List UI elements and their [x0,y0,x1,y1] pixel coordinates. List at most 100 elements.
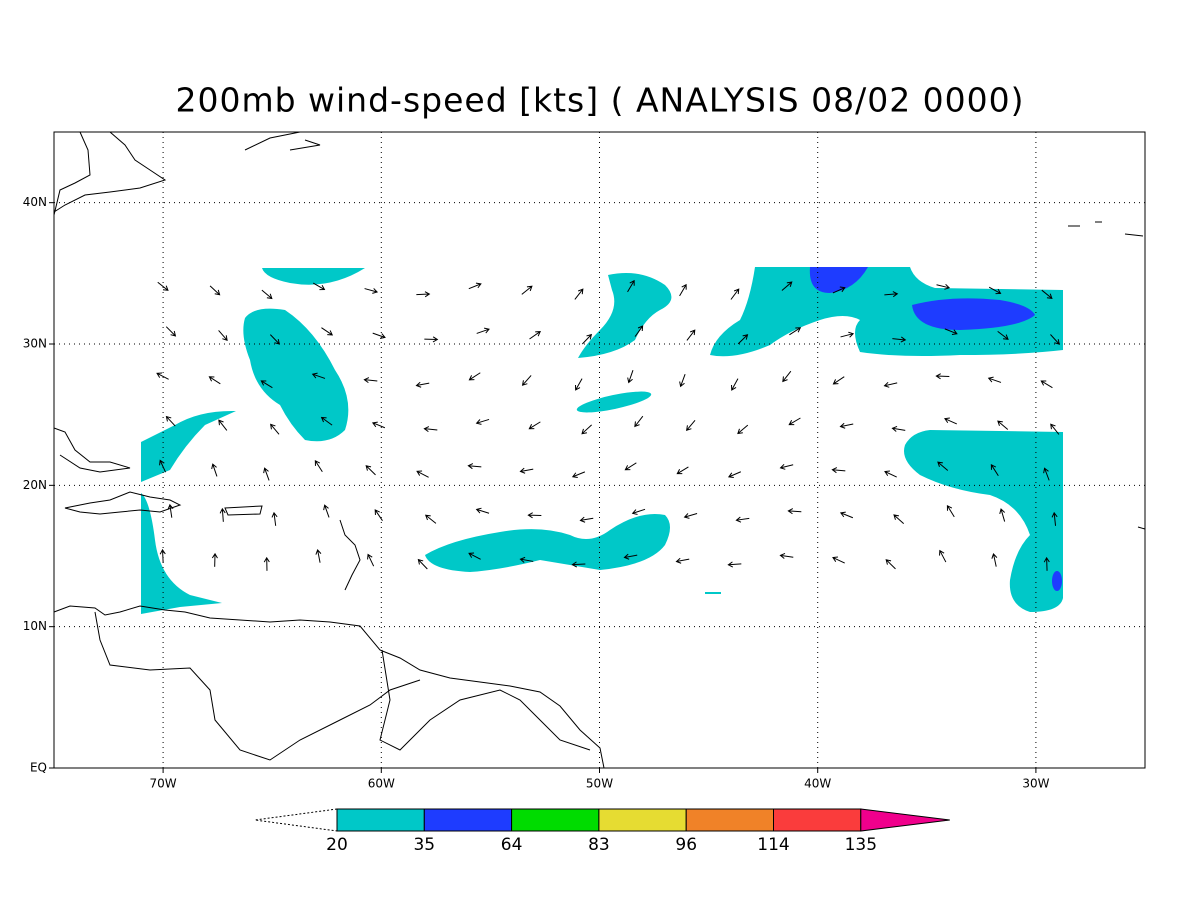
wind-arrow [529,331,541,340]
wind-arrow [519,556,534,563]
colorbar-label: 64 [501,835,523,855]
shaded-area [141,493,222,614]
lon-tick-label: 40W [804,777,831,791]
shaded-area [710,267,1063,357]
wind-arrow [787,508,802,515]
shaded-area [809,267,868,293]
wind-arrow [211,463,218,477]
wind-arrow [218,330,228,341]
wind-arrow [789,327,802,336]
shaded-area [912,298,1035,330]
wind-arrow [937,461,949,471]
wind-arrow [575,378,583,391]
wind-arrow [475,507,490,514]
wind-arrow [364,288,379,294]
colorbar-label: 83 [588,835,610,855]
wind-arrow [893,514,905,525]
wind-arrow [832,376,845,385]
graticule: 70W 60W 50W 40W 30W EQ 10N 20N 30N 40N [23,132,1145,791]
coastline [244,131,321,151]
wind-arrow [997,420,1009,430]
wind-arrow [631,508,646,515]
wind-arrow [371,421,386,429]
wind-arrow [581,333,593,345]
coastline [1068,221,1146,530]
colorbar-segment [511,808,600,832]
wind-arrow [892,336,907,343]
wind-arrow [374,509,383,521]
wind-arrow [624,462,637,471]
coastline [379,649,591,751]
wind-arrow [946,504,955,518]
coastline [64,491,182,515]
wind-arrow [417,558,428,570]
coastlines [53,131,1146,769]
wind-arrow [271,511,278,526]
coastline [53,605,605,769]
wind-arrow [884,470,897,478]
wind-arrow [623,553,638,560]
coastline [94,611,421,761]
wind-arrow [987,376,1002,383]
wind-arrow [727,561,742,568]
wind-arrow [263,556,270,571]
wind-arrow [1050,423,1060,435]
colorbar-segment [423,808,513,832]
wind-arrow [679,283,687,297]
wind-arrow [467,463,482,470]
wind-arrow [839,422,854,429]
shaded-area [1052,571,1062,591]
wind-arrow [209,285,221,296]
colorbar-segment [773,808,862,832]
wind-arrow [627,370,634,384]
colorbar-segment [685,808,775,832]
colorbar-label: 96 [675,835,697,855]
wind-arrow [686,329,696,341]
wind-arrow [159,548,166,563]
wind-arrow [939,549,947,563]
wind-arrow [944,328,958,336]
wind-arrow [1041,289,1053,300]
wind-arrow [999,508,1006,522]
wind-arrow [730,288,740,300]
shaded-area [578,272,672,358]
wind-arrow [581,424,592,435]
wind-arrow [219,507,226,522]
coastline [339,519,361,591]
wind-arrow [521,285,533,295]
shaded-area [576,391,652,413]
wind-arrow [1043,467,1050,481]
wind-arrow [935,373,950,380]
wind-arrow [157,281,169,291]
wind-arrow [260,380,273,389]
shaded-area [141,410,236,482]
shaded-area [425,514,670,572]
wind-arrow [521,375,532,386]
coastline [53,427,131,473]
map-frame [53,131,1146,769]
colorbar-label: 20 [326,835,348,855]
wind-arrow [839,511,854,519]
lon-tick-label: 50W [586,777,613,791]
lat-tick-label: EQ [30,761,47,775]
wind-arrow [683,513,698,519]
wind-arrow [675,557,690,564]
wind-arrow [165,326,177,337]
wind-arrow [528,421,541,430]
wind-arrow [679,374,686,388]
wind-arrow [269,334,281,345]
colorbar: 20 35 64 83 96 114 135 [254,808,950,855]
wind-arrow [840,331,855,338]
wind-arrow [832,286,846,294]
wind-arrow [1043,556,1050,571]
wind-arrow [315,548,322,563]
wind-arrow [884,291,899,298]
wind-arrow [782,370,792,383]
wind-arrow [997,330,1009,340]
wind-arrow [936,283,951,290]
wind-shading [141,267,1063,614]
wind-arrow [415,381,430,388]
lon-tick-label: 30W [1022,777,1049,791]
wind-arrow [735,516,750,523]
wind-arrow [476,327,490,334]
